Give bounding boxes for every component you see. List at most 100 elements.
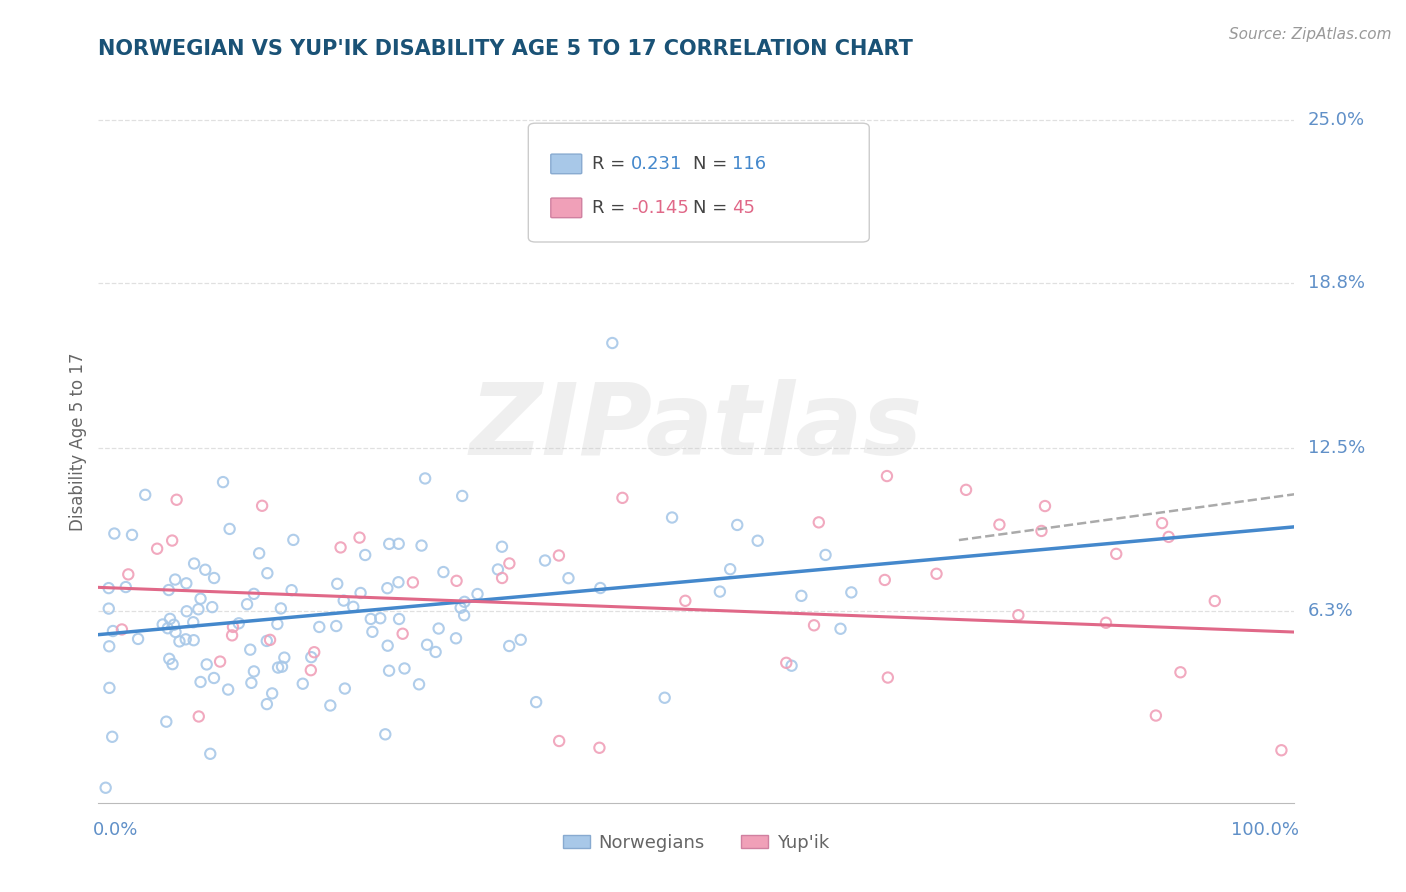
Point [524,695,547,709]
Point [988,517,1011,532]
Point [718,562,741,576]
Point [673,594,696,608]
Text: 6.3%: 6.3% [1308,602,1354,620]
Point [218,522,240,536]
Point [411,539,433,553]
Point [378,664,401,678]
Point [157,652,180,666]
Point [1095,615,1118,630]
Point [557,571,579,585]
Point [498,639,520,653]
Point [1270,743,1292,757]
Text: 0.231: 0.231 [631,155,682,173]
Point [1007,608,1029,623]
Point [201,600,224,615]
Point [319,698,342,713]
Point [432,565,454,579]
Point [111,623,134,637]
Point [589,581,612,595]
Point [453,595,475,609]
Point [413,471,436,485]
Point [1170,665,1192,680]
Point [416,638,439,652]
Point [775,656,797,670]
Point [217,682,239,697]
Text: 100.0%: 100.0% [1232,821,1299,838]
Text: 45: 45 [733,199,755,217]
Point [97,581,120,595]
Text: 0.0%: 0.0% [93,821,138,838]
Point [425,645,447,659]
Point [486,562,509,576]
Point [841,585,863,599]
Point [256,566,278,581]
Point [273,650,295,665]
Point [194,563,217,577]
Point [394,661,416,675]
Point [243,665,266,679]
Point [387,575,409,590]
Point [378,537,401,551]
Point [548,549,571,563]
Point [174,632,197,647]
Point [1031,524,1053,538]
Point [97,601,120,615]
Point [308,620,330,634]
Point [509,632,531,647]
Point [349,531,371,545]
Point [117,567,139,582]
Point [236,597,259,611]
Point [444,632,467,646]
Point [451,489,474,503]
Point [283,533,305,547]
Point [209,655,232,669]
Point [200,747,222,761]
Point [360,612,382,626]
Point [134,488,156,502]
Point [427,622,450,636]
Point [222,620,245,634]
Point [127,632,149,646]
Point [270,601,292,615]
Point [190,675,212,690]
Point [1150,516,1173,530]
Point [190,591,212,606]
Point [243,587,266,601]
Y-axis label: Disability Age 5 to 17: Disability Age 5 to 17 [69,352,87,531]
Point [453,608,475,623]
Point [169,634,191,648]
Legend: Norwegians, Yup'ik: Norwegians, Yup'ik [555,826,837,859]
Point [195,657,218,672]
Text: 116: 116 [733,155,766,173]
Text: -0.145: -0.145 [631,199,689,217]
Point [548,734,571,748]
Text: N =: N = [693,155,733,173]
Point [374,727,396,741]
Text: 18.8%: 18.8% [1308,274,1365,292]
Point [368,611,391,625]
Point [259,632,281,647]
Point [163,617,186,632]
Point [240,676,263,690]
Point [176,604,198,618]
Point [326,576,349,591]
Text: 25.0%: 25.0% [1308,111,1365,128]
Point [302,645,325,659]
Point [166,492,188,507]
Point [271,659,294,673]
Point [98,681,121,695]
Point [814,548,837,562]
Point [165,625,187,640]
Point [709,584,731,599]
Point [299,663,322,677]
Point [183,633,205,648]
Point [1105,547,1128,561]
Point [1144,708,1167,723]
Point [176,576,198,591]
Point [450,600,472,615]
Point [103,526,125,541]
Point [654,690,676,705]
Point [402,575,425,590]
Point [228,616,250,631]
Point [780,658,803,673]
